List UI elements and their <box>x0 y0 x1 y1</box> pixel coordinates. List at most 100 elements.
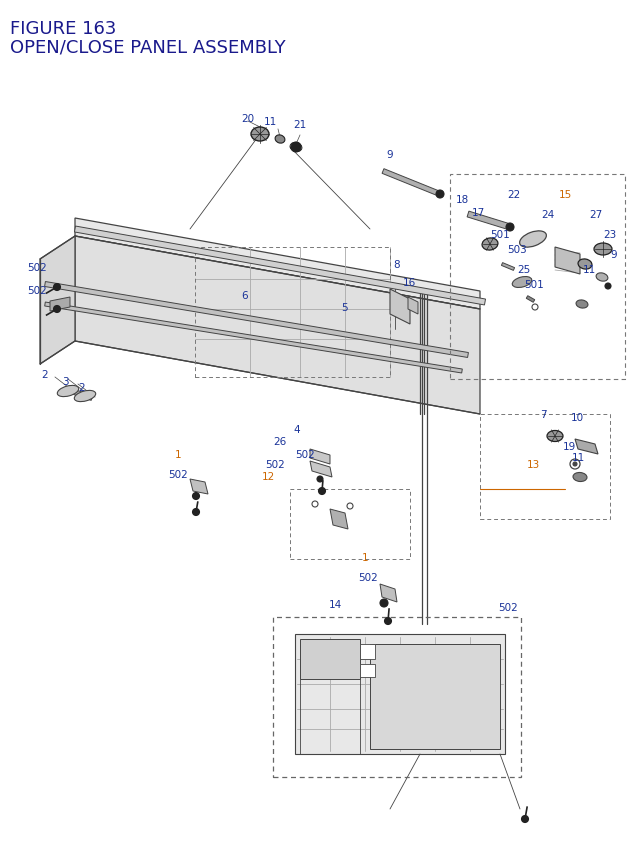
Polygon shape <box>390 289 410 325</box>
Text: 4: 4 <box>294 424 300 435</box>
Ellipse shape <box>482 238 498 251</box>
Text: 26: 26 <box>273 437 287 447</box>
Circle shape <box>319 488 326 495</box>
Bar <box>290 489 410 560</box>
Text: 3: 3 <box>61 376 68 387</box>
Circle shape <box>605 283 611 289</box>
Polygon shape <box>75 237 480 414</box>
Text: 9: 9 <box>611 250 618 260</box>
Text: 12: 12 <box>261 472 275 481</box>
Text: 6: 6 <box>242 291 248 300</box>
Text: 502: 502 <box>27 263 47 273</box>
Circle shape <box>573 462 577 467</box>
Polygon shape <box>380 585 397 603</box>
Circle shape <box>385 618 392 625</box>
Text: 502: 502 <box>168 469 188 480</box>
Ellipse shape <box>594 244 612 256</box>
Text: 2: 2 <box>79 382 85 393</box>
Ellipse shape <box>520 232 547 248</box>
Ellipse shape <box>275 136 285 144</box>
Text: 5: 5 <box>342 303 348 313</box>
Text: 8: 8 <box>394 260 400 269</box>
Text: 502: 502 <box>265 460 285 469</box>
Text: 27: 27 <box>589 210 603 220</box>
Bar <box>480 414 610 519</box>
Bar <box>195 248 390 378</box>
Circle shape <box>291 143 301 152</box>
Text: 25: 25 <box>517 264 531 275</box>
Ellipse shape <box>74 391 96 402</box>
Ellipse shape <box>58 386 79 397</box>
Polygon shape <box>50 298 70 312</box>
Circle shape <box>436 191 444 199</box>
Text: 7: 7 <box>540 410 547 419</box>
Polygon shape <box>40 237 75 364</box>
Text: 1: 1 <box>175 449 181 460</box>
Polygon shape <box>408 298 418 314</box>
Text: 20: 20 <box>241 114 255 124</box>
Circle shape <box>317 476 323 482</box>
Ellipse shape <box>512 277 532 288</box>
Ellipse shape <box>251 127 269 142</box>
Polygon shape <box>73 390 93 401</box>
Polygon shape <box>74 226 486 306</box>
Bar <box>450 175 625 380</box>
Bar <box>273 617 521 777</box>
Polygon shape <box>75 219 480 310</box>
Polygon shape <box>555 248 580 275</box>
Circle shape <box>312 501 318 507</box>
Text: 2: 2 <box>42 369 48 380</box>
Polygon shape <box>190 480 208 494</box>
Polygon shape <box>467 212 511 231</box>
Text: 9: 9 <box>387 150 394 160</box>
Text: 15: 15 <box>558 189 572 200</box>
Polygon shape <box>360 664 375 678</box>
Text: 21: 21 <box>293 120 307 130</box>
Polygon shape <box>310 461 332 478</box>
Ellipse shape <box>578 260 592 269</box>
Circle shape <box>506 224 514 232</box>
Text: 10: 10 <box>570 412 584 423</box>
Polygon shape <box>300 639 360 679</box>
Ellipse shape <box>547 431 563 442</box>
Text: 11: 11 <box>264 117 276 127</box>
Circle shape <box>54 284 61 291</box>
Text: 22: 22 <box>508 189 520 200</box>
Text: 502: 502 <box>498 603 518 612</box>
Ellipse shape <box>576 300 588 309</box>
Text: 502: 502 <box>295 449 315 460</box>
Circle shape <box>522 815 529 822</box>
Polygon shape <box>501 263 515 271</box>
Text: 23: 23 <box>604 230 616 239</box>
Polygon shape <box>330 510 348 530</box>
Polygon shape <box>370 644 500 749</box>
Polygon shape <box>382 170 441 197</box>
Circle shape <box>193 493 200 500</box>
Text: 18: 18 <box>456 195 468 205</box>
Polygon shape <box>310 449 330 464</box>
Text: 501: 501 <box>524 280 544 289</box>
Text: 14: 14 <box>328 599 342 610</box>
Circle shape <box>193 509 200 516</box>
Text: 503: 503 <box>507 245 527 255</box>
Circle shape <box>54 307 61 313</box>
Text: 501: 501 <box>490 230 510 239</box>
Text: FIGURE 163: FIGURE 163 <box>10 20 116 38</box>
Polygon shape <box>526 296 535 303</box>
Ellipse shape <box>596 274 608 282</box>
Ellipse shape <box>573 473 587 482</box>
Text: 1: 1 <box>362 553 368 562</box>
Text: 17: 17 <box>472 208 484 218</box>
Text: OPEN/CLOSE PANEL ASSEMBLY: OPEN/CLOSE PANEL ASSEMBLY <box>10 38 285 56</box>
Text: 11: 11 <box>572 453 584 462</box>
Polygon shape <box>360 644 375 660</box>
Polygon shape <box>575 439 598 455</box>
Text: 11: 11 <box>582 264 596 275</box>
Text: 502: 502 <box>358 573 378 582</box>
Text: 19: 19 <box>563 442 575 451</box>
Polygon shape <box>45 303 462 374</box>
Circle shape <box>347 504 353 510</box>
Polygon shape <box>45 282 468 358</box>
Text: 16: 16 <box>403 278 415 288</box>
Text: 13: 13 <box>526 460 540 469</box>
